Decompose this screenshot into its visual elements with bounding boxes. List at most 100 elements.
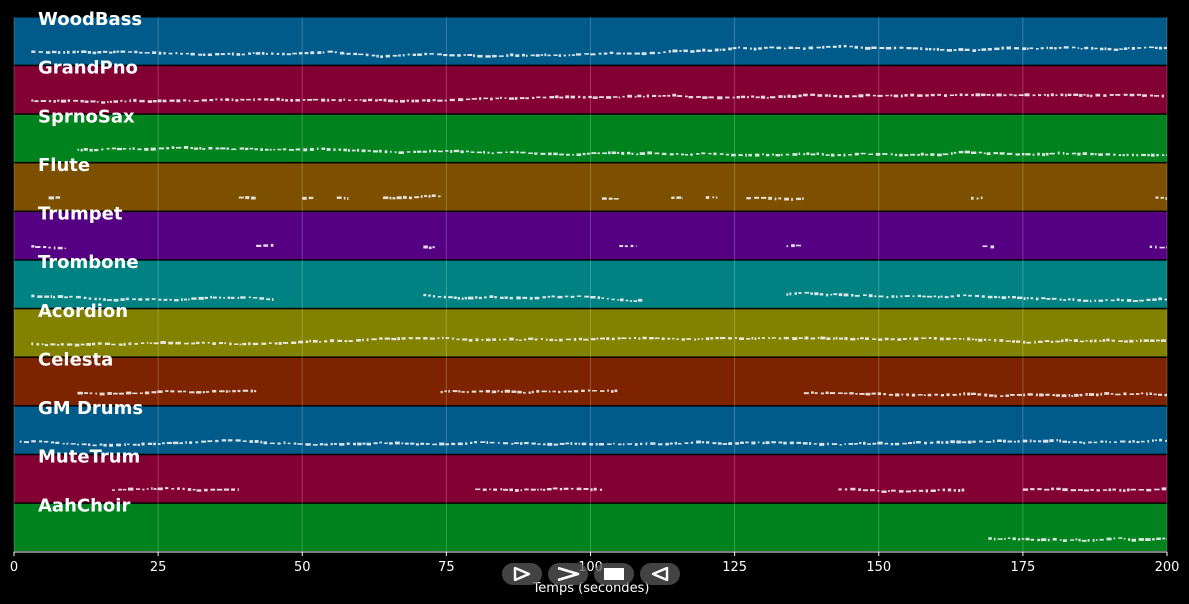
note-mark: [681, 153, 685, 156]
note-mark: [112, 489, 115, 491]
note-mark: [679, 50, 682, 52]
note-mark: [505, 151, 508, 153]
note-mark: [231, 98, 234, 101]
note-mark: [31, 294, 35, 298]
note-mark: [796, 441, 802, 444]
note-mark: [322, 51, 325, 54]
note-mark: [771, 153, 774, 156]
note-mark: [1061, 339, 1064, 343]
note-mark: [181, 298, 183, 302]
note-mark: [863, 441, 866, 445]
note-mark: [51, 50, 57, 54]
note-mark: [1016, 394, 1023, 396]
note-mark: [540, 54, 544, 56]
note-mark: [219, 296, 222, 299]
note-mark: [408, 196, 412, 200]
note-mark: [696, 96, 701, 98]
note-mark: [663, 51, 666, 54]
note-mark: [870, 489, 875, 492]
note-mark: [890, 443, 894, 446]
play-button[interactable]: [502, 563, 542, 585]
note-mark: [930, 489, 936, 492]
rewind-button[interactable]: [640, 563, 680, 585]
note-mark: [606, 297, 609, 300]
note-mark: [445, 150, 449, 152]
note-mark: [609, 51, 614, 54]
note-mark: [548, 390, 551, 393]
x-tick-label: 50: [294, 560, 311, 575]
forward-button[interactable]: [548, 563, 588, 585]
note-mark: [671, 196, 675, 199]
note-mark: [170, 390, 175, 393]
note-mark: [945, 337, 951, 341]
note-mark: [227, 52, 231, 55]
note-mark: [462, 338, 468, 341]
note-mark: [252, 342, 259, 346]
note-mark: [1100, 392, 1103, 396]
note-mark: [628, 337, 631, 340]
note-mark: [60, 343, 64, 346]
note-mark: [986, 93, 991, 96]
note-mark: [755, 96, 760, 99]
note-mark: [429, 53, 434, 55]
note-mark: [443, 295, 446, 299]
note-mark: [999, 339, 1004, 342]
note-mark: [971, 392, 976, 395]
note-mark: [645, 442, 648, 446]
note-mark: [701, 152, 706, 155]
note-mark: [252, 52, 255, 54]
note-mark: [519, 97, 525, 100]
note-mark: [1140, 392, 1144, 395]
note-mark: [504, 296, 508, 299]
note-mark: [902, 338, 907, 340]
note-mark: [394, 151, 397, 154]
note-mark: [980, 196, 983, 200]
note-mark: [1078, 538, 1081, 542]
note-mark: [874, 295, 877, 298]
note-mark: [658, 443, 663, 446]
note-mark: [537, 443, 541, 445]
note-mark: [1144, 46, 1147, 49]
note-mark: [491, 152, 494, 155]
note-mark: [1123, 537, 1126, 540]
note-mark: [792, 337, 798, 341]
note-mark: [770, 96, 776, 99]
note-mark: [380, 55, 383, 59]
note-mark: [256, 244, 262, 247]
note-mark: [415, 443, 419, 446]
note-mark: [86, 343, 91, 346]
note-mark: [619, 298, 624, 302]
note-mark: [417, 53, 422, 56]
note-mark: [101, 101, 106, 104]
note-mark: [961, 488, 965, 492]
note-mark: [1147, 440, 1150, 443]
note-mark: [1077, 152, 1081, 156]
note-mark: [1135, 339, 1138, 342]
note-mark: [1162, 537, 1166, 540]
note-mark: [425, 443, 430, 445]
note-mark: [259, 297, 265, 300]
note-mark: [963, 392, 966, 396]
note-mark: [384, 442, 388, 444]
note-mark: [877, 392, 881, 396]
note-mark: [83, 296, 87, 299]
note-mark: [120, 298, 125, 301]
note-mark: [617, 151, 620, 154]
note-mark: [668, 50, 671, 53]
note-mark: [140, 342, 145, 344]
note-mark: [865, 93, 871, 97]
note-mark: [1118, 537, 1123, 539]
note-mark: [987, 295, 993, 299]
note-mark: [839, 95, 843, 98]
note-mark: [491, 390, 497, 394]
note-mark: [1085, 339, 1088, 342]
note-mark: [804, 291, 810, 294]
note-mark: [1024, 93, 1030, 97]
note-mark: [207, 53, 212, 56]
track-label: Trombone: [38, 252, 139, 273]
note-mark: [97, 51, 102, 54]
track-notes: [19, 438, 1167, 447]
stop-button[interactable]: [594, 563, 634, 585]
note-mark: [263, 441, 268, 445]
note-mark: [56, 343, 60, 346]
